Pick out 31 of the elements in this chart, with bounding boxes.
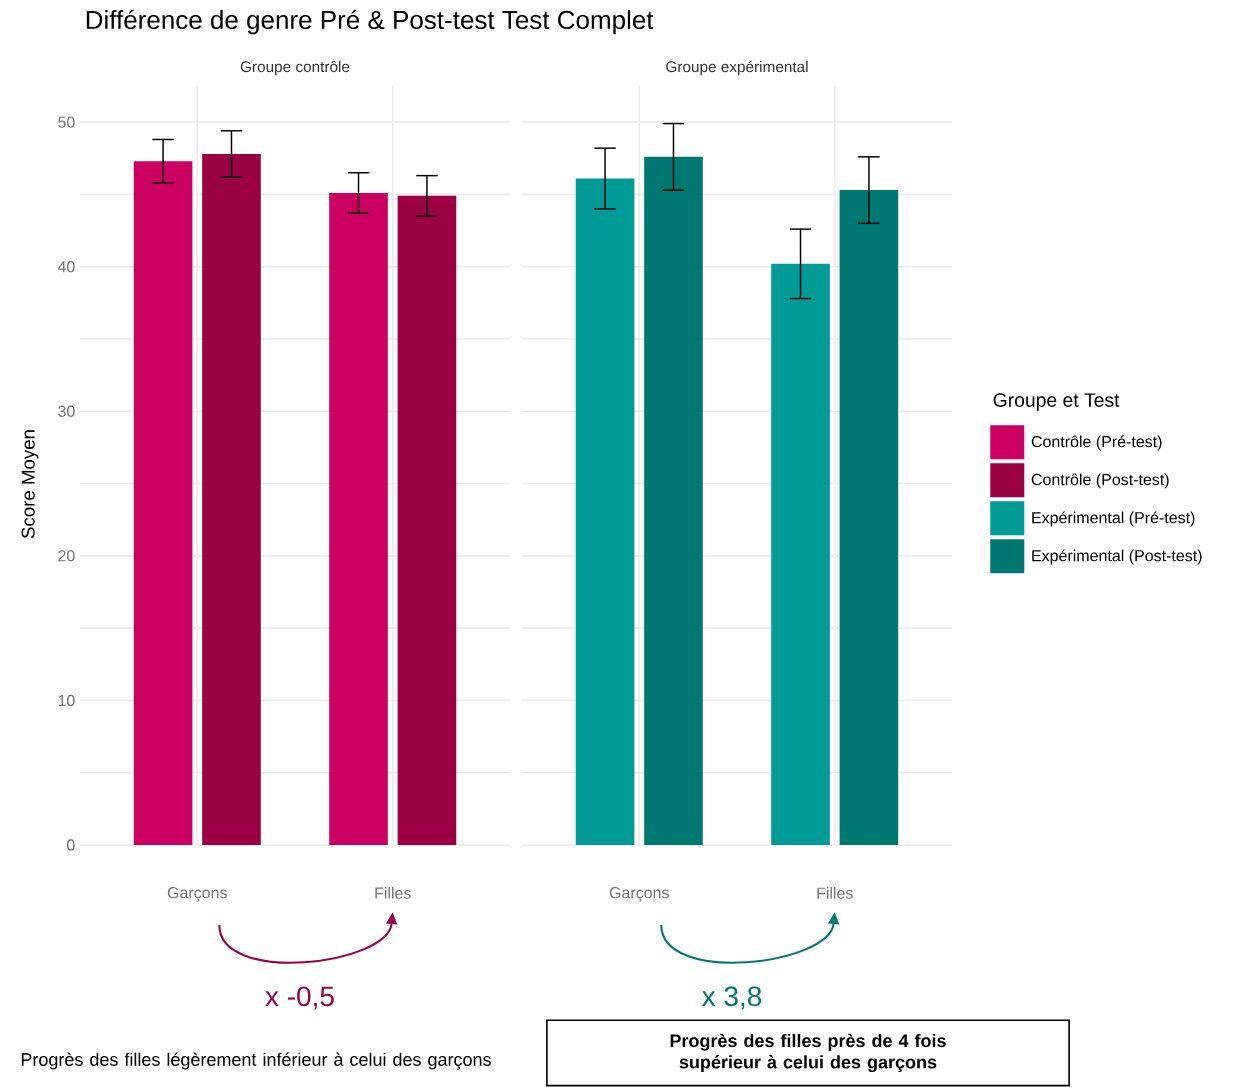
x-tick-label: Filles <box>375 887 411 899</box>
chart-subtitle: Groupe contrôle <box>240 60 350 76</box>
y-tick-label: 30 <box>58 405 75 417</box>
x-tick-label: Filles <box>817 887 853 899</box>
text: Progrès des filles près de 4 fois supérieur à celui des garçons <box>670 1033 946 1073</box>
legend-label: Contrôle (Post-test) <box>1031 473 1169 489</box>
bar <box>644 156 703 845</box>
legend-label: Contrôle (Pré-test) <box>1031 435 1162 451</box>
legend-title: Groupe et Test <box>993 393 1120 411</box>
bar <box>839 190 899 845</box>
y-tick-label: 10 <box>58 694 75 707</box>
y-tick-label: 40 <box>57 261 75 273</box>
x-tick-label: Garçons <box>167 887 227 902</box>
text: x 3,8 <box>701 986 762 1010</box>
bar <box>202 153 261 845</box>
x-tick-label: Garçons <box>609 887 669 902</box>
chart-title: Différence de genre Pré & Post-test Test Complet <box>86 9 654 35</box>
bar <box>397 195 457 845</box>
chart-subtitle: Groupe expérimental <box>666 60 808 76</box>
bar <box>329 192 388 845</box>
legend-label: Expérimental (Pré-test) <box>1032 511 1195 527</box>
y-tick-label: 20 <box>58 550 75 562</box>
bar <box>575 178 635 845</box>
y-tick-label: 50 <box>58 116 75 128</box>
bar <box>771 263 830 845</box>
legend-label: Expérimental (Post-test) <box>1032 549 1202 565</box>
y-tick-label: 0 <box>67 839 75 851</box>
text: x -0,5 <box>265 986 334 1010</box>
y-axis-title: Score Moyen <box>21 430 39 539</box>
bar <box>133 161 193 845</box>
text: Progrès des filles légèrement inférieur à celui des garçons <box>21 1052 491 1070</box>
